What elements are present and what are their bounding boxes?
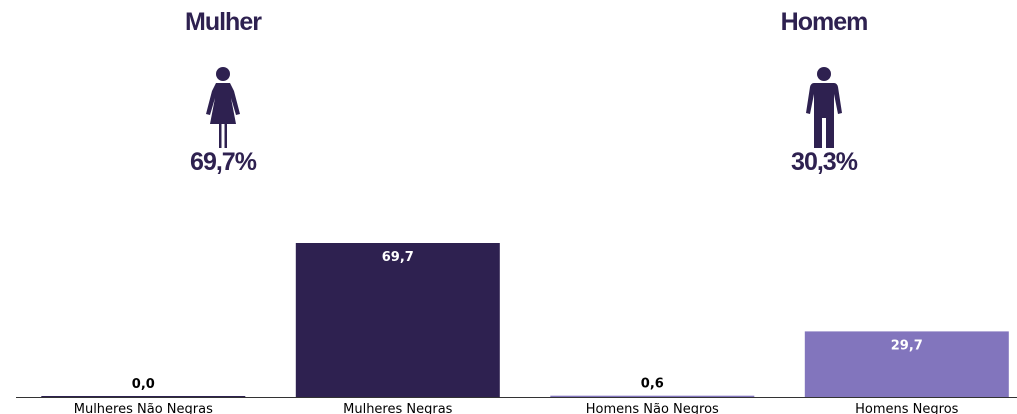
bar-3 bbox=[804, 331, 1009, 397]
tick-label-0: Mulheres Não Negras bbox=[74, 402, 213, 414]
value-label-0: 0,0 bbox=[132, 377, 155, 392]
value-labels-group: 0,0 69,7 0,6 29,7 bbox=[132, 250, 923, 392]
tick-labels-group: Mulheres Não Negras Mulheres Negras Homens… bbox=[74, 402, 959, 414]
value-label-1: 69,7 bbox=[382, 250, 414, 265]
female-title: Mulher bbox=[185, 8, 262, 36]
male-person-icon bbox=[806, 67, 842, 148]
tick-label-2: Homens Não Negros bbox=[586, 402, 719, 414]
value-label-2: 0,6 bbox=[641, 377, 664, 392]
value-label-3: 29,7 bbox=[891, 338, 923, 353]
bars-group bbox=[41, 243, 1009, 397]
tick-label-1: Mulheres Negras bbox=[343, 402, 453, 414]
female-percent: 69,7% bbox=[190, 148, 257, 176]
male-title: Homem bbox=[780, 8, 869, 36]
bar-2 bbox=[550, 395, 755, 397]
bar-0 bbox=[41, 396, 246, 397]
bar-1 bbox=[295, 243, 500, 397]
tick-label-3: Homens Negros bbox=[855, 402, 959, 414]
male-percent: 30,3% bbox=[791, 148, 858, 176]
female-person-icon bbox=[206, 67, 240, 148]
